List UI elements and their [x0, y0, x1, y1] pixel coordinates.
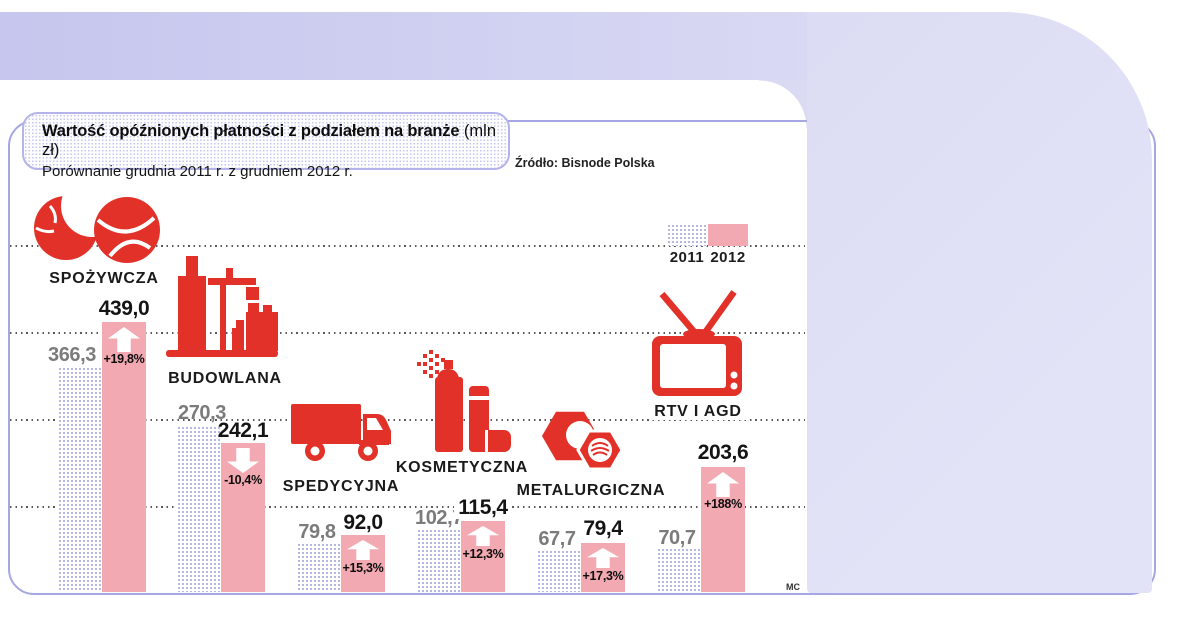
value-2011: 79,8 — [298, 521, 336, 543]
bar-2011-budowlana — [177, 426, 221, 592]
change-label: -10,4% — [224, 473, 262, 487]
truck-icon — [291, 404, 391, 461]
change-label: +17,3% — [582, 569, 624, 583]
gridline — [10, 419, 805, 421]
gridline — [10, 245, 805, 247]
band-panel-fillet — [759, 80, 807, 128]
value-2012: 92,0 — [343, 511, 383, 534]
bar-2012-budowlana: -10,4% — [221, 443, 265, 592]
gridline — [10, 506, 805, 508]
category-label-metalurgiczna: METALURGICZNA — [516, 482, 666, 499]
up-arrow-icon — [467, 526, 499, 546]
cosmetic-spray-icon — [417, 350, 511, 452]
category-label-spedycyjna: SPEDYCYJNA — [282, 478, 400, 495]
bar-2011-metalurgiczna — [537, 550, 581, 592]
value-2011: 366,3 — [47, 344, 97, 366]
bar-2012-metalurgiczna: +17,3% — [581, 543, 625, 592]
category-text: RTV I AGD — [650, 403, 746, 420]
bar-2012-rtv-agd: +188% — [701, 467, 745, 592]
bar-2012-kosmetyczna: +12,3% — [461, 521, 505, 592]
bar-2012-spedycyjna: +15,3% — [341, 535, 385, 592]
chart-subtitle: Porównanie grudnia 2011 r. z grudniem 20… — [42, 163, 353, 180]
value-2011: 270,3 — [177, 402, 227, 424]
up-arrow-icon — [707, 472, 739, 497]
up-arrow-icon — [108, 327, 140, 352]
value-2011: 67,7 — [538, 528, 576, 550]
value-2012: 242,1 — [217, 419, 269, 442]
bar-2011-kosmetyczna — [417, 529, 461, 592]
chart-title-unit: (mln zł) — [42, 122, 496, 159]
value-2012: 79,4 — [583, 517, 623, 540]
change-label: +15,3% — [342, 561, 384, 575]
value-2012: 203,6 — [697, 441, 749, 464]
category-label-rtv-agd: RTV I AGD — [613, 403, 783, 421]
legend-label-2012: 2012 — [710, 249, 746, 266]
legend-swatch-2012 — [708, 224, 748, 246]
bar-2011-spozywcza — [58, 367, 102, 592]
change-label: +188% — [704, 497, 742, 511]
bar-2011-rtv-agd — [657, 548, 701, 592]
author-initials: MC — [786, 582, 800, 592]
value-2011: 102,7 — [414, 507, 464, 529]
value-text: 115,4 — [454, 496, 512, 519]
buildings-crane-icon — [166, 256, 278, 357]
gridline — [10, 332, 805, 334]
category-label-kosmetyczna: KOSMETYCZNA — [395, 459, 529, 476]
tv-antenna-icon — [652, 290, 742, 396]
up-arrow-icon — [587, 548, 619, 568]
bar-2012-spozywcza: +19,8% — [102, 322, 146, 592]
chart-title: Wartość opóźnionych płatności z podziałe… — [42, 122, 508, 160]
chart-title-main: Wartość opóźnionych płatności z podziałe… — [42, 122, 460, 140]
right-lavender-panel — [807, 12, 1152, 593]
down-arrow-icon — [227, 448, 259, 473]
category-label-spozywcza: SPOŻYWCZA — [49, 270, 159, 287]
change-label: +19,8% — [103, 352, 145, 366]
croissant-bread-icon — [26, 190, 162, 264]
bar-2011-spedycyjna — [297, 543, 341, 592]
legend-swatch-2011 — [667, 224, 707, 246]
value-2012: 439,0 — [98, 297, 150, 320]
value-2011: 70,7 — [658, 527, 696, 549]
title-box: Wartość opóźnionych płatności z podziałe… — [22, 112, 510, 180]
value-2012: 115,4 — [448, 496, 518, 520]
source-label: Źródło: Bisnode Polska — [515, 156, 655, 170]
category-label-budowlana: BUDOWLANA — [168, 370, 282, 387]
hex-nuts-icon — [542, 411, 624, 471]
legend-label-2011: 2011 — [669, 249, 705, 266]
change-label: +12,3% — [462, 547, 504, 561]
up-arrow-icon — [347, 540, 379, 560]
